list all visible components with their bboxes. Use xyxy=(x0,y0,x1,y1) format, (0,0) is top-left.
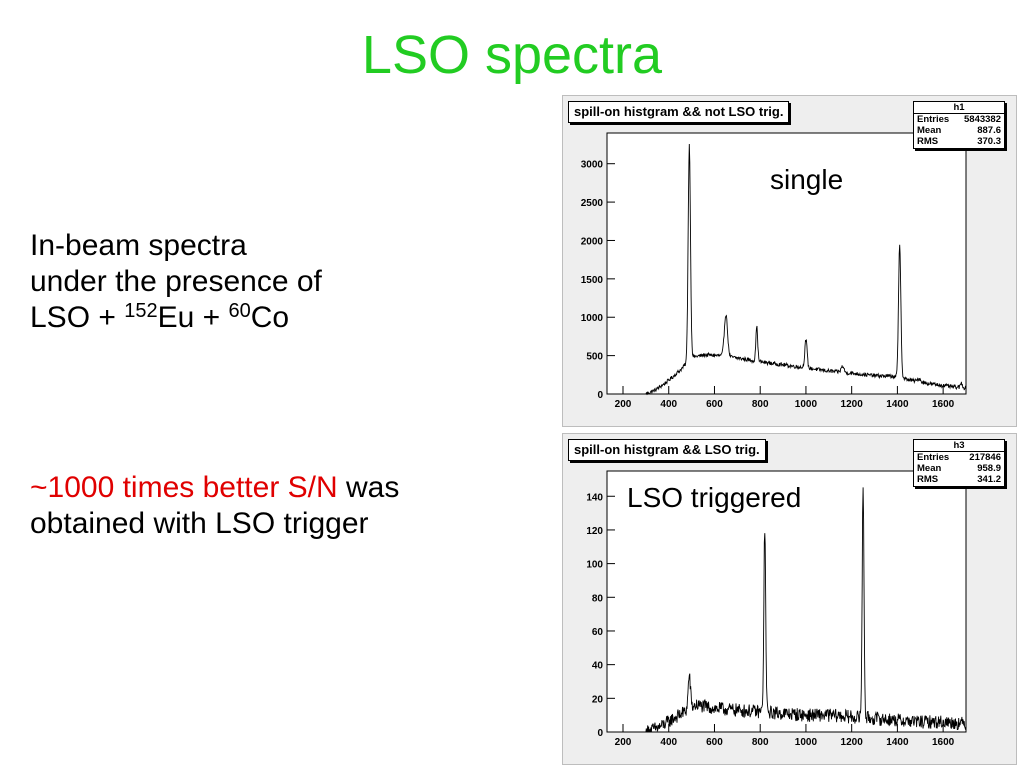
chart-annotation: single xyxy=(770,164,844,195)
co-symbol: Co xyxy=(250,301,290,334)
y-tick-label: 80 xyxy=(592,593,604,604)
stats-label: Mean xyxy=(917,125,942,136)
x-tick-label: 400 xyxy=(660,737,677,748)
x-tick-label: 600 xyxy=(706,737,723,748)
x-tick-label: 1400 xyxy=(886,737,909,748)
x-tick-label: 1000 xyxy=(795,737,818,748)
x-tick-label: 600 xyxy=(706,399,723,410)
result-highlight: ~1000 times better S/N xyxy=(30,471,338,504)
stats-value: 958.9 xyxy=(977,463,1001,474)
stats-label: RMS xyxy=(917,474,939,485)
spectrum-line xyxy=(607,143,967,396)
intro-prefix: LSO + xyxy=(30,301,125,334)
result-rest: was xyxy=(337,471,400,504)
x-tick-label: 800 xyxy=(752,399,769,410)
stats-value: 887.6 xyxy=(977,125,1001,136)
stats-label: RMS xyxy=(917,136,939,147)
y-tick-label: 1500 xyxy=(581,275,604,286)
y-tick-label: 2000 xyxy=(581,236,604,247)
histogram-title: spill-on histgram && not LSO trig. xyxy=(568,101,790,123)
stats-name: h3 xyxy=(914,440,1004,452)
y-tick-label: 3000 xyxy=(581,160,604,171)
histogram-panel-triggered: 200 400 600 800 1000 1200 1400 1600 0 20 40 60 80 100… xyxy=(562,433,1017,765)
stats-label: Mean xyxy=(917,463,942,474)
y-tick-label: 120 xyxy=(586,526,603,537)
intro-line-1: In-beam spectra xyxy=(30,229,247,262)
eu-symbol: Eu xyxy=(157,301,195,334)
x-tick-label: 1000 xyxy=(795,399,818,410)
intro-line-2: under the presence of xyxy=(30,265,322,298)
chart-annotation: LSO triggered xyxy=(627,482,802,513)
stats-row: Entries 217846 xyxy=(914,452,1004,463)
stats-value: 370.3 xyxy=(977,136,1001,147)
stats-box: h1 Entries 5843382 Mean 887.6 RMS 370.3 xyxy=(913,101,1005,149)
intro-text: In-beam spectra under the presence of LS… xyxy=(30,228,322,336)
y-tick-label: 40 xyxy=(592,661,604,672)
y-tick-label: 0 xyxy=(597,390,603,401)
x-tick-label: 200 xyxy=(615,737,632,748)
plot-frame xyxy=(606,132,967,395)
x-tick-label: 200 xyxy=(615,399,632,410)
x-tick-label: 400 xyxy=(660,399,677,410)
x-tick-label: 800 xyxy=(752,737,769,748)
spectrum-line xyxy=(607,487,967,733)
histogram-plot-single: 200 400 600 800 1000 1200 1400 1600 0 500 1000 1500… xyxy=(581,132,967,410)
result-line-2: obtained with LSO trigger xyxy=(30,507,369,540)
stats-value: 5843382 xyxy=(964,114,1001,125)
intro-line-3: LSO + 152Eu + 60Co xyxy=(30,300,322,336)
y-tick-label: 0 xyxy=(597,728,603,739)
eu-mass-number: 152 xyxy=(124,300,158,322)
result-line-1: ~1000 times better S/N was xyxy=(30,470,399,506)
stats-box: h3 Entries 217846 Mean 958.9 RMS 341.2 xyxy=(913,439,1005,487)
stats-row: RMS 370.3 xyxy=(914,136,1004,147)
y-tick-label: 500 xyxy=(586,352,603,363)
x-tick-label: 1200 xyxy=(841,399,864,410)
stats-label: Entries xyxy=(917,452,950,463)
result-text: ~1000 times better S/N was obtained with… xyxy=(30,470,399,542)
y-tick-label: 140 xyxy=(586,492,603,503)
y-tick-label: 100 xyxy=(586,560,603,571)
histogram-plot-triggered: 200 400 600 800 1000 1200 1400 1600 0 20 40 60 80 100… xyxy=(586,470,967,748)
x-tick-label: 1600 xyxy=(932,399,955,410)
histogram-panel-single: 200 400 600 800 1000 1200 1400 1600 0 500 1000 1500… xyxy=(562,95,1017,427)
stats-row: Mean 958.9 xyxy=(914,463,1004,474)
y-tick-label: 60 xyxy=(592,627,604,638)
plot-frame xyxy=(606,470,967,733)
x-tick-label: 1200 xyxy=(841,737,864,748)
y-tick-label: 20 xyxy=(592,694,604,705)
stats-label: Entries xyxy=(917,114,950,125)
stats-row: Entries 5843382 xyxy=(914,114,1004,125)
y-tick-label: 1000 xyxy=(581,313,604,324)
plus-sign: + xyxy=(194,301,229,334)
co-mass-number: 60 xyxy=(228,300,251,322)
stats-name: h1 xyxy=(914,102,1004,114)
x-tick-label: 1400 xyxy=(886,399,909,410)
histogram-title: spill-on histgram && LSO trig. xyxy=(568,439,766,461)
stats-value: 217846 xyxy=(969,452,1001,463)
stats-value: 341.2 xyxy=(977,474,1001,485)
stats-row: Mean 887.6 xyxy=(914,125,1004,136)
stats-row: RMS 341.2 xyxy=(914,474,1004,485)
y-tick-label: 2500 xyxy=(581,198,604,209)
x-tick-label: 1600 xyxy=(932,737,955,748)
slide-title: LSO spectra xyxy=(361,25,663,85)
